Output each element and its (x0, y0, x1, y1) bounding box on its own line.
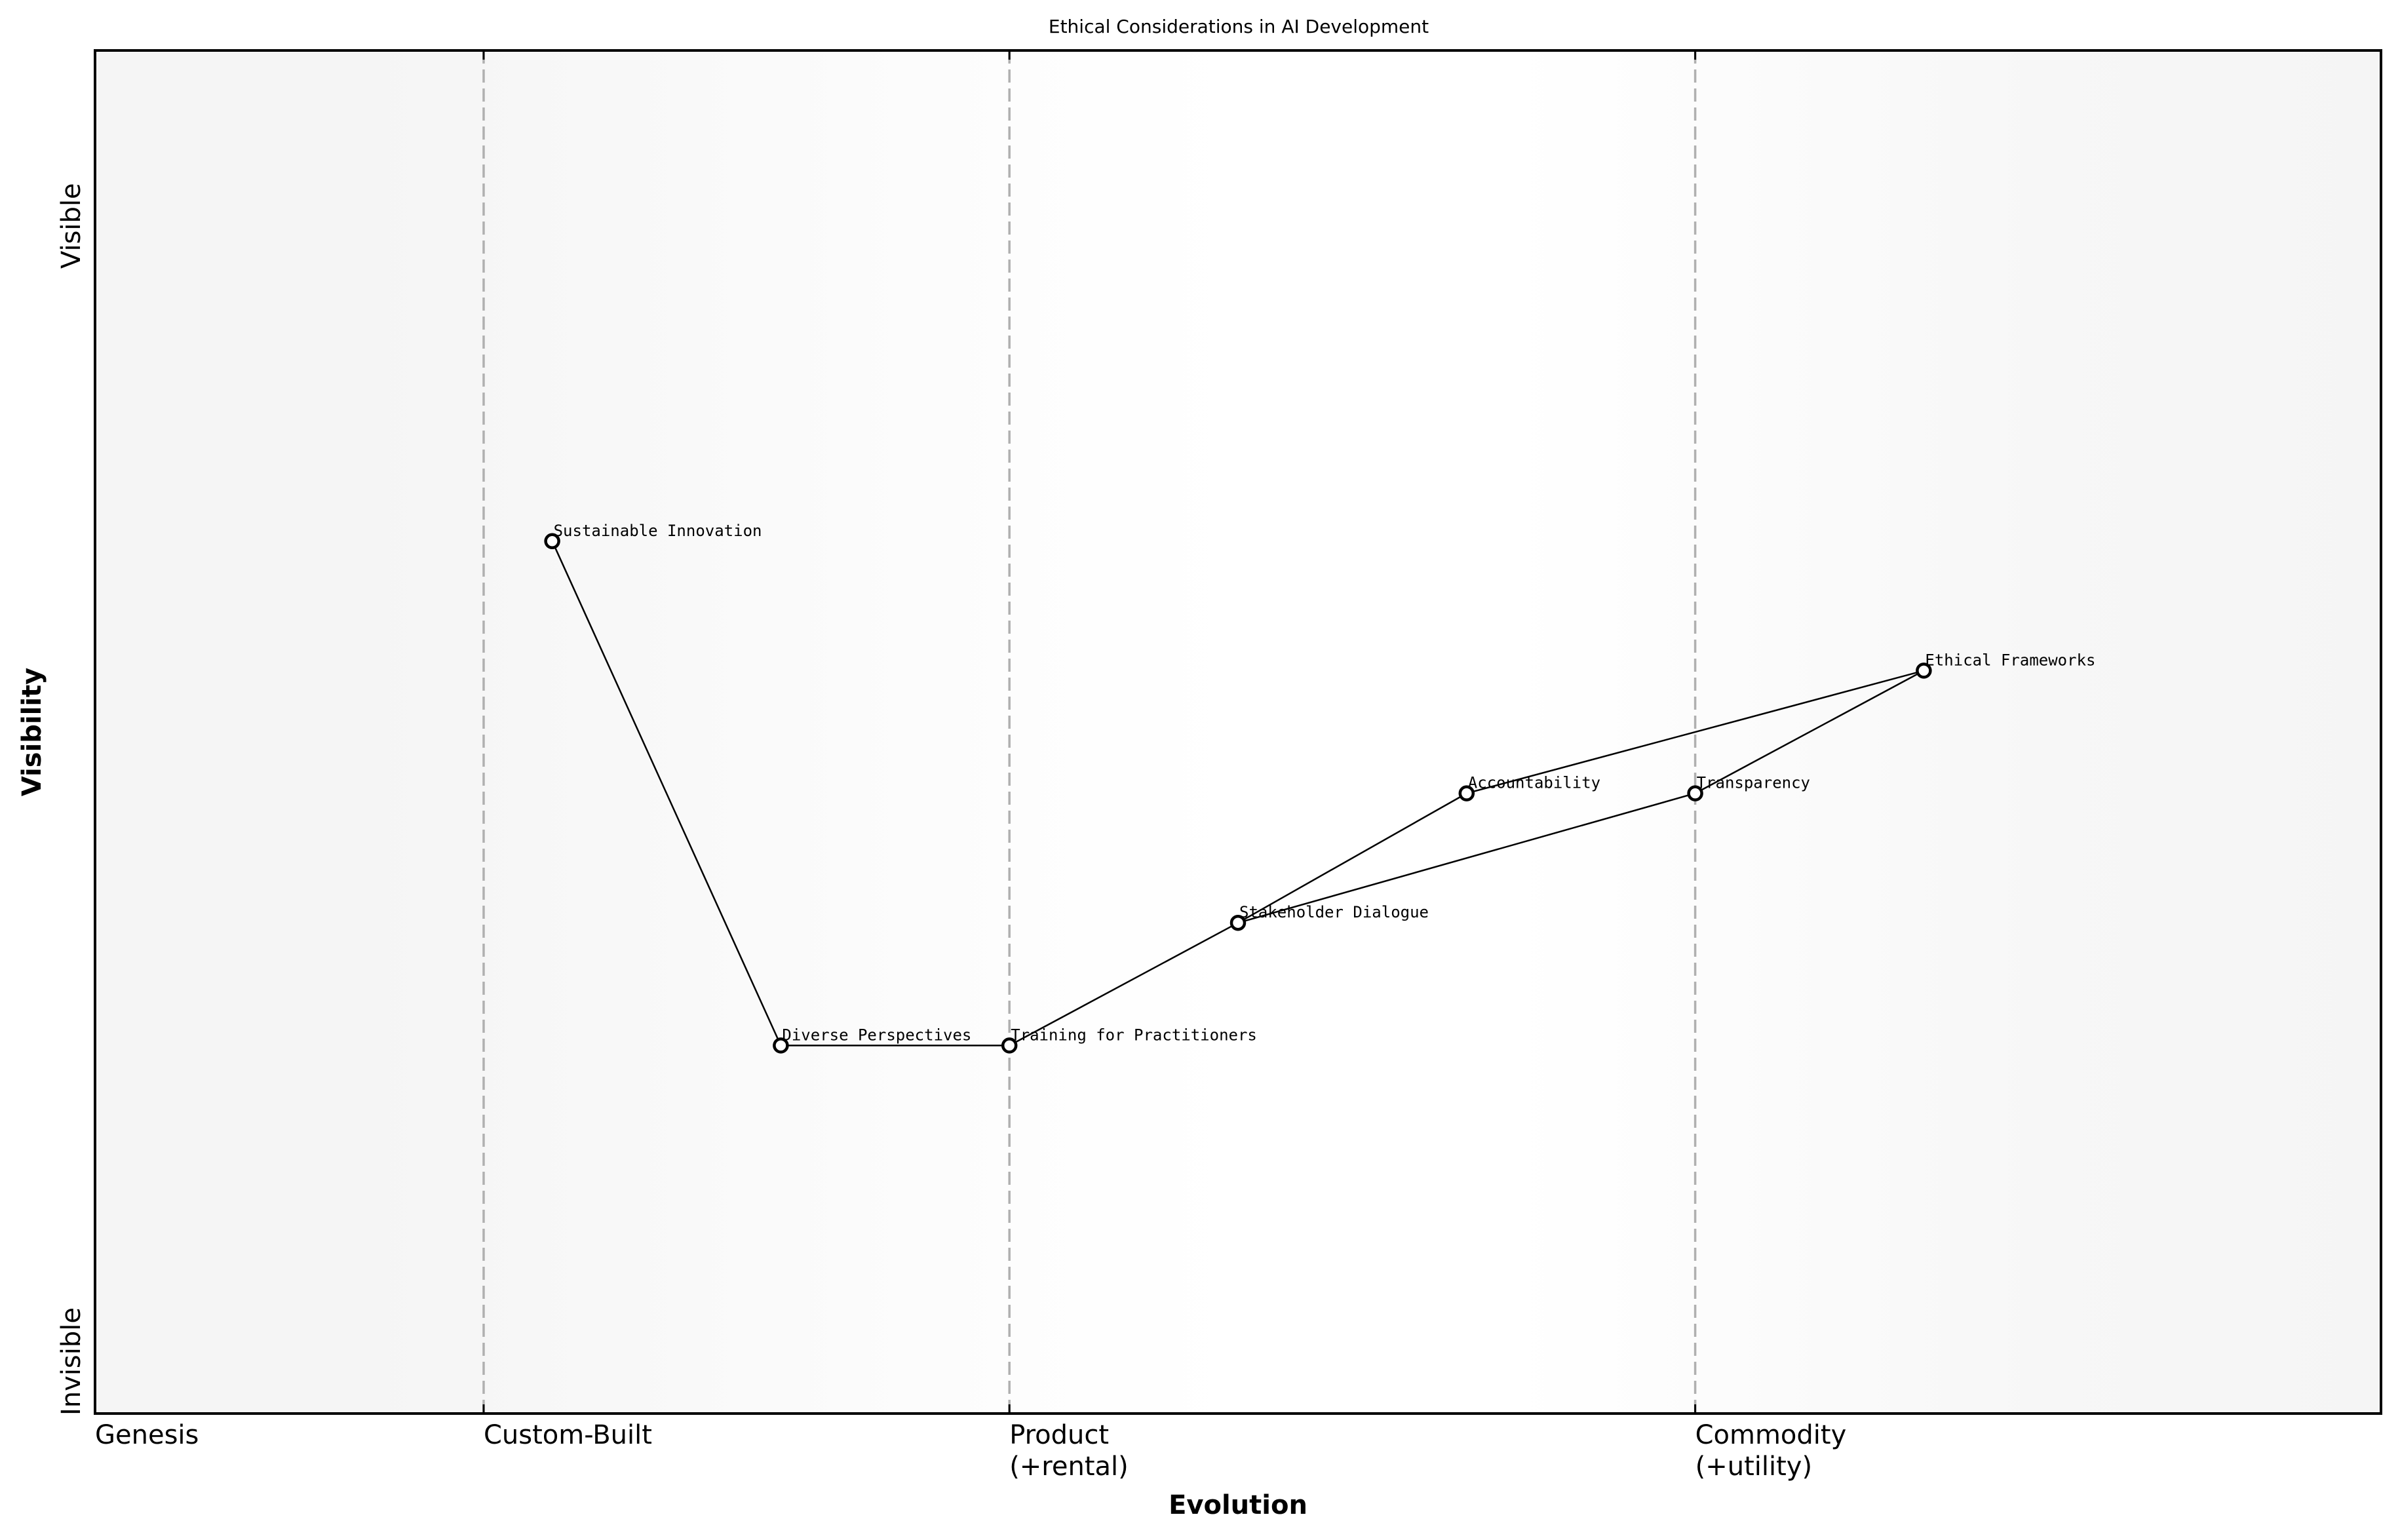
plot-background (95, 50, 2381, 1414)
evolution-stage-labels: Genesis Custom-Built Product(+rental) Commo… (95, 1420, 1846, 1482)
y-label-invisible: Invisible (56, 1307, 87, 1415)
node-label: Training for Practitioners (1011, 1026, 1257, 1044)
node-marker[interactable] (1458, 785, 1475, 801)
node-training[interactable]: Training for Practitioners (1001, 1026, 1257, 1054)
node-label: Stakeholder Dialogue (1239, 903, 1429, 921)
node-marker[interactable] (1001, 1037, 1018, 1054)
node-sustainable[interactable]: Sustainable Innovation (544, 522, 762, 550)
node-label: Accountability (1468, 774, 1600, 792)
stage-sublabel: (+rental) (1009, 1452, 1129, 1482)
node-label: Sustainable Innovation (554, 522, 762, 540)
node-marker[interactable] (773, 1037, 789, 1054)
node-label: Ethical Frameworks (1925, 651, 2095, 669)
node-label: Transparency (1697, 774, 1810, 792)
node-marker[interactable] (1916, 663, 1932, 679)
node-ethical[interactable]: Ethical Frameworks (1916, 651, 2095, 679)
edge-accountability-ethical (1466, 670, 1924, 794)
stage-label-commodity: Commodity (1695, 1420, 1847, 1450)
node-marker[interactable] (1229, 914, 1247, 931)
component-nodes: Sustainable Innovation Diverse Perspectiv… (544, 522, 2095, 1054)
node-marker[interactable] (1687, 785, 1703, 801)
y-axis-title: Visibility (17, 668, 47, 796)
y-label-visible: Visible (56, 183, 87, 269)
stage-label-product: Product (1009, 1420, 1109, 1450)
edge-stakeholder-accountability (1237, 792, 1467, 924)
stage-divider-lines (482, 50, 1697, 1414)
chart-title: Ethical Considerations in AI Development (1049, 16, 1429, 37)
node-transparency[interactable]: Transparency (1687, 774, 1810, 801)
plot-frame (94, 49, 2382, 1415)
stage-label-custom-built: Custom-Built (484, 1420, 652, 1450)
node-stakeholder[interactable]: Stakeholder Dialogue (1229, 903, 1429, 931)
node-accountability[interactable]: Accountability (1458, 774, 1600, 801)
edge-transparency-ethical (1695, 670, 1924, 794)
dependency-edges (551, 541, 1924, 1047)
stage-sublabel: (+utility) (1695, 1452, 1812, 1482)
stage-label-genesis: Genesis (95, 1420, 199, 1450)
edge-training-stakeholder (1009, 922, 1239, 1047)
node-diverse[interactable]: Diverse Perspectives (773, 1026, 971, 1054)
node-label: Diverse Perspectives (782, 1026, 971, 1044)
edge-stakeholder-transparency (1237, 792, 1695, 924)
x-axis-title: Evolution (1169, 1490, 1307, 1520)
node-marker[interactable] (544, 533, 560, 550)
edge-sustainable-diverse (551, 541, 782, 1046)
